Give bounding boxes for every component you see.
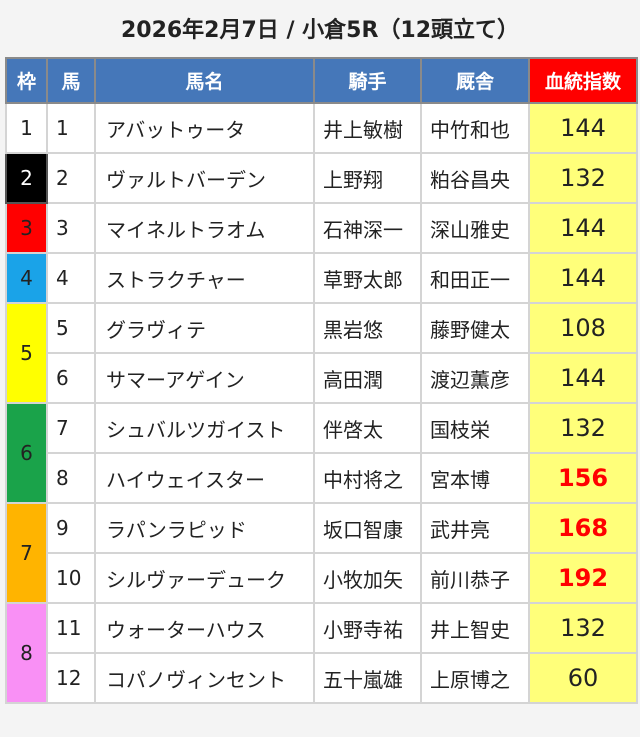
header-number: 馬 <box>46 57 96 104</box>
trainer: 前川恭子 <box>420 552 530 604</box>
table-row[interactable]: 8 ハイウェイスター 中村将之 宮本博 156 <box>6 452 638 504</box>
trainer: 宮本博 <box>420 452 530 504</box>
pedigree-index: 60 <box>528 652 638 704</box>
horse-name[interactable]: ラパンラピッド <box>94 502 315 554</box>
horse-name[interactable]: シルヴァーデューク <box>94 552 315 604</box>
frame-cell: 6 <box>5 402 48 504</box>
frame-cell: 8 <box>5 602 48 704</box>
header-jockey: 騎手 <box>313 57 422 104</box>
trainer: 粕谷昌央 <box>420 152 530 204</box>
jockey: 五十嵐雄 <box>313 652 422 704</box>
horse-number: 4 <box>46 252 96 304</box>
trainer: 武井亮 <box>420 502 530 554</box>
pedigree-index: 144 <box>528 252 638 304</box>
header-horse-name: 馬名 <box>94 57 315 104</box>
pedigree-index: 144 <box>528 352 638 404</box>
jockey: 坂口智康 <box>313 502 422 554</box>
jockey: 小牧加矢 <box>313 552 422 604</box>
pedigree-index: 192 <box>528 552 638 604</box>
jockey: 伴啓太 <box>313 402 422 454</box>
horse-name[interactable]: コパノヴィンセント <box>94 652 315 704</box>
header-trainer: 厩舎 <box>420 57 530 104</box>
header-frame: 枠 <box>5 57 48 104</box>
jockey: 草野太郎 <box>313 252 422 304</box>
pedigree-index: 144 <box>528 202 638 254</box>
table-row[interactable]: 3 3 マイネルトラオム 石神深一 深山雅史 144 <box>5 202 638 254</box>
jockey: 石神深一 <box>313 202 422 254</box>
pedigree-index: 168 <box>528 502 638 554</box>
jockey: 井上敏樹 <box>313 102 422 154</box>
horse-number: 11 <box>46 602 96 654</box>
jockey: 黒岩悠 <box>313 302 422 354</box>
pedigree-index: 132 <box>528 152 638 204</box>
horse-number: 6 <box>46 352 96 404</box>
horse-name[interactable]: ウォーターハウス <box>94 602 315 654</box>
horse-name[interactable]: シュバルツガイスト <box>94 402 315 454</box>
pedigree-index: 144 <box>528 102 638 154</box>
horse-number: 8 <box>46 452 96 504</box>
table-row[interactable]: 2 2 ヴァルトバーデン 上野翔 粕谷昌央 132 <box>5 152 638 204</box>
frame-cell: 2 <box>5 152 48 204</box>
horse-number: 9 <box>46 502 96 554</box>
horse-number: 10 <box>46 552 96 604</box>
table-row[interactable]: 6 サマーアゲイン 高田潤 渡辺薫彦 144 <box>6 352 638 404</box>
horse-name[interactable]: ヴァルトバーデン <box>94 152 315 204</box>
trainer: 中竹和也 <box>420 102 530 154</box>
horse-number: 1 <box>46 102 96 154</box>
horse-name[interactable]: グラヴィテ <box>94 302 315 354</box>
horse-name[interactable]: ストラクチャー <box>94 252 315 304</box>
table-row[interactable]: 6 7 シュバルツガイスト 伴啓太 国枝栄 132 <box>5 402 638 504</box>
pedigree-index: 132 <box>528 402 638 454</box>
trainer: 藤野健太 <box>420 302 530 354</box>
table-row[interactable]: 10 シルヴァーデューク 小牧加矢 前川恭子 192 <box>6 552 638 604</box>
jockey: 高田潤 <box>313 352 422 404</box>
frame-cell: 3 <box>5 202 48 254</box>
horse-number: 2 <box>46 152 96 204</box>
frame-cell: 5 <box>5 302 48 404</box>
table-row[interactable]: 1 1 アバットゥータ 井上敏樹 中竹和也 144 <box>5 102 638 154</box>
jockey: 小野寺祐 <box>313 602 422 654</box>
jockey: 上野翔 <box>313 152 422 204</box>
trainer: 深山雅史 <box>420 202 530 254</box>
jockey: 中村将之 <box>313 452 422 504</box>
horse-name[interactable]: アバットゥータ <box>94 102 315 154</box>
header-pedigree-index: 血統指数 <box>528 57 638 104</box>
frame-cell: 1 <box>5 102 48 154</box>
trainer: 上原博之 <box>420 652 530 704</box>
horse-number: 7 <box>46 402 96 454</box>
trainer: 国枝栄 <box>420 402 530 454</box>
race-table: 枠 馬 馬名 騎手 厩舎 血統指数 1 1 アバットゥータ 井上敏樹 中竹和也 144 2 2… <box>5 57 638 704</box>
table-row[interactable]: 7 9 ラパンラピッド 坂口智康 武井亮 168 <box>5 502 638 604</box>
horse-number: 12 <box>46 652 96 704</box>
header-row: 枠 馬 馬名 騎手 厩舎 血統指数 <box>5 57 638 104</box>
pedigree-index: 132 <box>528 602 638 654</box>
horse-number: 3 <box>46 202 96 254</box>
pedigree-index: 156 <box>528 452 638 504</box>
table-row[interactable]: 8 11 ウォーターハウス 小野寺祐 井上智史 132 <box>5 602 638 704</box>
trainer: 渡辺薫彦 <box>420 352 530 404</box>
table-row[interactable]: 12 コパノヴィンセント 五十嵐雄 上原博之 60 <box>6 652 638 704</box>
horse-name[interactable]: ハイウェイスター <box>94 452 315 504</box>
table-row[interactable]: 4 4 ストラクチャー 草野太郎 和田正一 144 <box>5 252 638 304</box>
horse-name[interactable]: サマーアゲイン <box>94 352 315 404</box>
frame-cell: 4 <box>5 252 48 304</box>
horse-name[interactable]: マイネルトラオム <box>94 202 315 254</box>
trainer: 和田正一 <box>420 252 530 304</box>
frame-cell: 7 <box>5 502 48 604</box>
pedigree-index: 108 <box>528 302 638 354</box>
trainer: 井上智史 <box>420 602 530 654</box>
table-row[interactable]: 5 5 グラヴィテ 黒岩悠 藤野健太 108 <box>5 302 638 404</box>
race-title: 2026年2月7日 / 小倉5R（12頭立て） <box>120 18 520 43</box>
horse-number: 5 <box>46 302 96 354</box>
